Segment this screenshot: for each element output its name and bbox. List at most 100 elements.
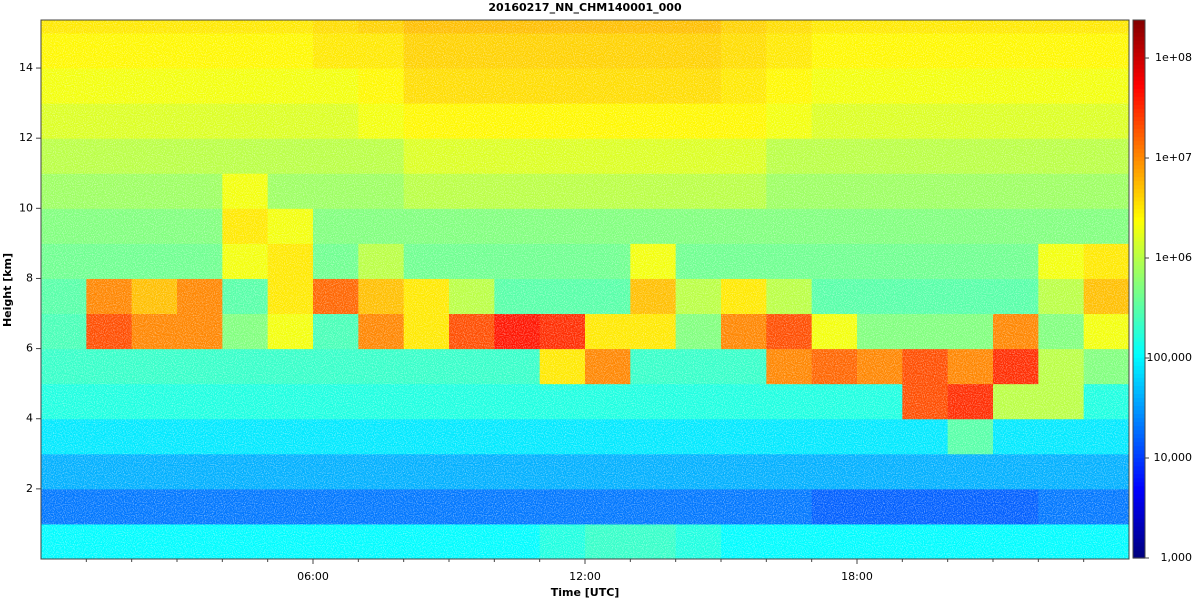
y-tick-label: 10 (19, 201, 33, 214)
colorbar-slice (1133, 140, 1145, 146)
colorbar-tick-label: 1e+08 (1155, 51, 1192, 64)
colorbar-slice (1133, 192, 1145, 198)
colorbar-slice (1133, 28, 1145, 33)
colorbar-slice (1133, 377, 1145, 382)
colorbar-slice (1133, 533, 1145, 539)
plot-frame (40, 19, 1130, 560)
colorbar-slice (1133, 248, 1145, 254)
x-axis-label: Time [UTC] (551, 586, 620, 599)
colorbar-slice (1133, 537, 1145, 543)
colorbar-slice (1133, 100, 1145, 105)
colorbar-slice (1133, 329, 1145, 334)
colorbar-slice (1133, 357, 1145, 362)
colorbar-slice (1133, 72, 1145, 77)
colorbar-slice (1133, 433, 1145, 439)
colorbar-slice (1133, 180, 1145, 186)
colorbar-slice (1133, 545, 1145, 551)
colorbar-slice (1133, 200, 1145, 206)
colorbar-slice (1133, 284, 1145, 290)
colorbar-slice (1133, 313, 1145, 318)
colorbar-slice (1133, 204, 1145, 210)
colorbar-slice (1133, 256, 1145, 262)
y-tick-label: 4 (26, 412, 33, 425)
colorbar-slice (1133, 449, 1145, 455)
colorbar-slice (1133, 369, 1145, 374)
colorbar-slice (1133, 116, 1145, 121)
colorbar-slice (1133, 489, 1145, 495)
colorbar-slice (1133, 168, 1145, 174)
colorbar-slice (1133, 333, 1145, 338)
colorbar-slice (1133, 325, 1145, 330)
colorbar-slice (1133, 64, 1145, 69)
colorbar-slice (1133, 469, 1145, 475)
colorbar-slice (1133, 208, 1145, 214)
y-axis-label: Height [km] (1, 253, 14, 327)
y-tick-label: 14 (19, 61, 33, 74)
colorbar-slice (1133, 244, 1145, 250)
colorbar-slice (1133, 148, 1145, 154)
colorbar-slice (1133, 353, 1145, 358)
colorbar-slice (1133, 24, 1145, 29)
colorbar-slice (1133, 48, 1145, 53)
colorbar-slice (1133, 465, 1145, 471)
colorbar-slice (1133, 445, 1145, 451)
colorbar-slice (1133, 361, 1145, 366)
colorbar-slice (1133, 381, 1145, 386)
colorbar-slice (1133, 521, 1145, 527)
colorbar-slice (1133, 124, 1145, 130)
colorbar-slice (1133, 260, 1145, 266)
colorbar-slice (1133, 293, 1145, 298)
colorbar-slice (1133, 453, 1145, 459)
colorbar-slice (1133, 501, 1145, 507)
y-tick-label: 12 (19, 131, 33, 144)
colorbar-slice (1133, 405, 1145, 411)
colorbar-slice (1133, 212, 1145, 218)
colorbar-slice (1133, 497, 1145, 503)
colorbar-tick-label: 1,000 (1161, 551, 1193, 564)
colorbar-slice (1133, 68, 1145, 73)
colorbar-slice (1133, 84, 1145, 89)
colorbar-slice (1133, 172, 1145, 178)
colorbar-slice (1133, 132, 1145, 138)
colorbar-slice (1133, 441, 1145, 447)
colorbar-slice (1133, 128, 1145, 134)
colorbar-slice (1133, 365, 1145, 370)
colorbar-slice (1133, 493, 1145, 499)
colorbar-slice (1133, 529, 1145, 535)
y-tick-label: 2 (26, 482, 33, 495)
colorbar-slice (1133, 477, 1145, 483)
colorbar-slice (1133, 92, 1145, 97)
colorbar-slice (1133, 228, 1145, 234)
colorbar-slice (1133, 345, 1145, 350)
colorbar-slice (1133, 509, 1145, 515)
colorbar-slice (1133, 413, 1145, 419)
colorbar-slice (1133, 44, 1145, 49)
colorbar-slice (1133, 176, 1145, 182)
colorbar-slice (1133, 164, 1145, 170)
colorbar-slice (1133, 88, 1145, 93)
colorbar-slice (1133, 513, 1145, 519)
colorbar-slice (1133, 297, 1145, 302)
colorbar-slice (1133, 461, 1145, 467)
colorbar-slice (1133, 264, 1145, 270)
colorbar-slice (1133, 268, 1145, 274)
colorbar-slice (1133, 485, 1145, 491)
colorbar-slice (1133, 52, 1145, 57)
colorbar-slice (1133, 309, 1145, 314)
speckle (41, 20, 1129, 559)
colorbar-slice (1133, 196, 1145, 202)
colorbar-slice (1133, 321, 1145, 326)
colorbar-slice (1133, 220, 1145, 226)
colorbar-slice (1133, 457, 1145, 463)
colorbar-slice (1133, 96, 1145, 101)
colorbar-slice (1133, 425, 1145, 431)
colorbar-slice (1133, 144, 1145, 150)
colorbar-slice (1133, 401, 1145, 407)
colorbar-slice (1133, 232, 1145, 238)
colorbar-tick-label: 10,000 (1154, 451, 1193, 464)
colorbar-slice (1133, 397, 1145, 403)
colorbar-slice (1133, 421, 1145, 427)
colorbar-slice (1133, 236, 1145, 242)
colorbar-slice (1133, 393, 1145, 399)
